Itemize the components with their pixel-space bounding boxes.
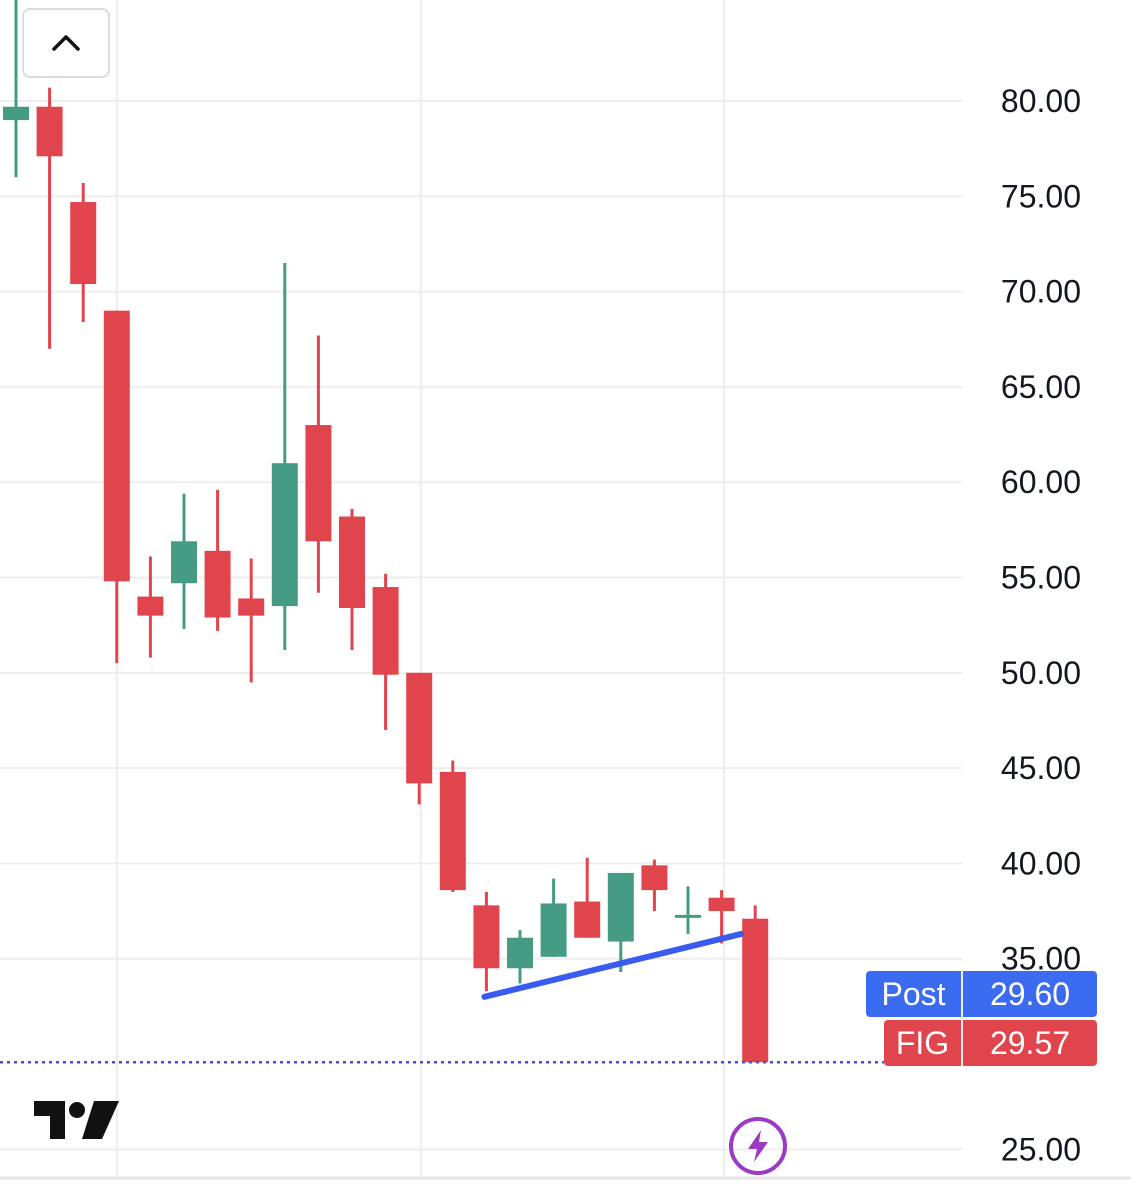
candle: [271, 263, 298, 650]
candle-body: [675, 914, 701, 918]
candle-body: [607, 872, 634, 942]
candle-body: [641, 865, 668, 891]
candle-body: [305, 425, 332, 542]
y-tick-label: 35.00: [1001, 941, 1081, 977]
chart-overlays: [0, 930, 884, 1064]
candle-body: [372, 587, 399, 675]
candle: [137, 556, 164, 658]
candle-body: [3, 106, 29, 121]
lightning-bolt-icon[interactable]: [728, 1116, 788, 1176]
candle: [607, 872, 634, 973]
collapse-button[interactable]: [22, 8, 110, 78]
candle-body: [473, 905, 500, 969]
candle: [238, 558, 265, 683]
candle: [3, 0, 29, 178]
y-tick-label: 45.00: [1001, 750, 1081, 786]
candlestick-series: [3, 0, 769, 1063]
candle-body: [171, 541, 197, 584]
y-tick-label: 60.00: [1001, 464, 1081, 500]
y-tick-label: 70.00: [1001, 274, 1081, 310]
y-tick-label: 25.00: [1001, 1131, 1081, 1167]
candle: [103, 310, 130, 664]
candle: [641, 859, 668, 912]
candle-body: [271, 463, 298, 607]
post-price-tag: Post 29.60: [866, 971, 1097, 1017]
candle-body: [238, 598, 265, 616]
candle-body: [507, 937, 533, 969]
y-tick-label: 40.00: [1001, 845, 1081, 881]
candle-body: [540, 903, 567, 957]
candle-body: [574, 901, 601, 938]
post-tag-value: 29.60: [989, 975, 1071, 1012]
candle-body: [708, 897, 735, 912]
candle: [406, 672, 433, 805]
candle-body: [742, 918, 769, 1063]
candle: [507, 930, 533, 984]
last-price-tag: FIG 29.57: [884, 1020, 1097, 1066]
y-tick-label: 50.00: [1001, 655, 1081, 691]
candle-body: [204, 550, 231, 618]
candle: [708, 890, 735, 944]
candle: [540, 878, 567, 957]
candle-body: [103, 310, 130, 582]
candle: [204, 489, 231, 631]
y-tick-label: 55.00: [1001, 560, 1081, 596]
candle-body: [137, 596, 164, 616]
symbol-tag-label: FIG: [895, 1024, 950, 1061]
candle: [574, 857, 601, 938]
candle-body: [406, 672, 433, 784]
candle: [742, 905, 769, 1063]
tradingview-logo-icon: [34, 1101, 119, 1139]
candle-body: [339, 516, 365, 609]
y-tick-label: 80.00: [1001, 83, 1081, 119]
last-tag-value: 29.57: [989, 1024, 1071, 1061]
candle: [439, 760, 466, 893]
candle: [339, 508, 365, 650]
candle-body: [70, 202, 97, 284]
candle: [305, 335, 332, 593]
candle: [70, 182, 97, 323]
trendline: [481, 930, 745, 1000]
candle-body: [439, 771, 466, 891]
candle: [473, 892, 500, 992]
chevron-up-icon: [52, 35, 80, 51]
candle-body: [36, 106, 63, 157]
y-tick-label: 75.00: [1001, 178, 1081, 214]
candle: [36, 87, 63, 349]
candle: [675, 886, 701, 934]
candle: [372, 573, 399, 730]
y-tick-label: 65.00: [1001, 369, 1081, 405]
post-tag-label: Post: [881, 975, 946, 1012]
candle: [171, 493, 197, 629]
y-axis: 80.00 75.00 70.00 65.00 60.00 55.00 50.00 45.00…: [1001, 83, 1081, 1167]
